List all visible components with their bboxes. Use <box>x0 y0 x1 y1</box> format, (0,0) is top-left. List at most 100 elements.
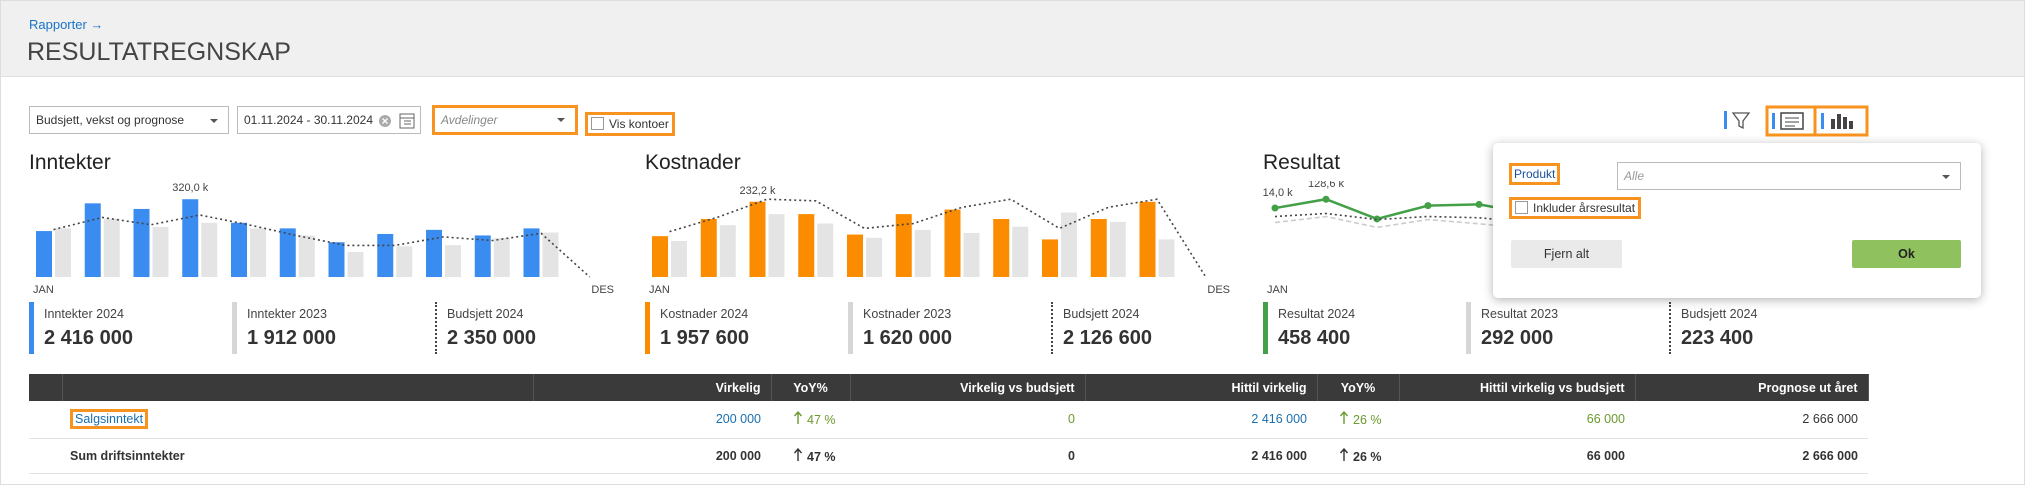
cell-value: 2 416 000 <box>1251 412 1307 427</box>
cell: 200 000 <box>533 438 771 474</box>
bar <box>133 208 150 277</box>
header-cell: Prognose ut året <box>1635 374 1869 401</box>
table-header: Virkelig YoY% Virkelig vs budsjett Hittil v… <box>29 374 1869 401</box>
cell: 0 <box>850 438 1085 474</box>
arrow-shape <box>793 447 803 461</box>
bar <box>36 231 52 277</box>
cell: 2 416 000 <box>1085 438 1317 474</box>
trend-arrow <box>1339 447 1349 461</box>
bar <box>914 230 931 277</box>
bar <box>542 232 559 277</box>
value-label: 128,6 k <box>1308 181 1345 190</box>
bar <box>817 223 834 277</box>
report-select[interactable]: Budsjett, vekst og prognose <box>29 106 229 134</box>
bar <box>426 229 442 277</box>
cell: Salgsinntekt <box>62 401 533 439</box>
x-tick-label: JAN <box>33 284 54 296</box>
x-tick-label: JAN <box>649 284 670 296</box>
kpi-value: 2 416 000 <box>44 327 133 349</box>
date-range-text: 01.11.2024 - 30.11.2024 <box>244 113 373 127</box>
cell: 2 666 000 <box>1635 438 1868 474</box>
cell: 0 <box>850 401 1085 439</box>
kpi-label: Kostnader 2023 <box>863 307 952 321</box>
bar <box>847 234 863 277</box>
line-series <box>53 214 591 278</box>
value-label: 114,0 k <box>1263 187 1293 199</box>
cell: 66 000 <box>1399 401 1635 439</box>
bar <box>700 218 717 277</box>
section-title: Resultat <box>1263 151 1341 174</box>
point <box>1424 202 1432 210</box>
x-tick-label: DES <box>591 284 614 296</box>
bar <box>201 222 218 277</box>
value-label: 320,0 k <box>172 182 209 194</box>
kpi-value: 1 912 000 <box>247 327 336 349</box>
show-accounts-label: Vis kontoer <box>609 117 669 131</box>
kpi-value: 2 350 000 <box>447 327 536 349</box>
kpi-value: 2 126 600 <box>1063 327 1152 349</box>
cell: 2 666 000 <box>1635 401 1868 439</box>
department-placeholder: Avdelinger <box>441 113 498 127</box>
page-title: RESULTATREGNSKAP <box>27 38 291 66</box>
point <box>1373 215 1381 223</box>
kpi-tile: Kostnader 2023 1 620 000 <box>848 302 1053 354</box>
bar <box>963 232 980 277</box>
bar <box>474 235 491 277</box>
bar <box>652 236 668 277</box>
cell: 2 416 000 <box>1085 401 1317 439</box>
bar <box>1139 201 1156 277</box>
date-range[interactable]: 01.11.2024 - 30.11.2024 <box>237 106 421 134</box>
bar <box>749 201 766 277</box>
bar <box>445 245 461 277</box>
include-annual[interactable]: Inkluder årsresultat <box>1509 197 1642 219</box>
x-tick-label: DES <box>1207 284 1230 296</box>
bar <box>866 237 882 277</box>
header-cell: Virkelig vs budsjett <box>850 374 1086 401</box>
bar <box>719 225 736 277</box>
bar <box>84 203 101 277</box>
row-label: Sum driftsinntekter <box>70 448 185 463</box>
bar <box>377 233 394 277</box>
header-cell: YoY% <box>771 374 851 401</box>
bar <box>182 199 199 277</box>
bar <box>298 235 315 277</box>
product-select[interactable]: Alle <box>1617 162 1961 190</box>
view-toggles[interactable] <box>1721 105 1871 137</box>
table-body: Salgsinntekt 200 000 47 % 0 2 416 000 26 % 66 … <box>29 401 1868 474</box>
point <box>1271 204 1279 212</box>
show-accounts[interactable]: Vis kontoer <box>585 112 675 136</box>
cell: Sum driftsinntekter <box>62 438 533 474</box>
kpi-tile: Resultat 2024 458 400 <box>1263 302 1468 354</box>
row-link[interactable]: Salgsinntekt <box>70 409 149 430</box>
point <box>1475 200 1483 208</box>
report-select-text: Budsjett, vekst og prognose <box>36 113 185 127</box>
trend-arrow <box>1339 411 1349 425</box>
breadcrumb[interactable]: Rapporter → <box>29 17 104 32</box>
kpi-value: 1 957 600 <box>660 327 749 349</box>
department-select[interactable]: Avdelinger <box>432 105 578 135</box>
kpi-label: Inntekter 2023 <box>247 307 327 321</box>
kpi-label: Budsjett 2024 <box>1063 307 1140 321</box>
cell-value: 66 000 <box>1586 448 1625 463</box>
kpi-label: Budsjett 2024 <box>447 307 524 321</box>
kpi-label: Kostnader 2024 <box>660 307 749 321</box>
bar <box>279 228 296 277</box>
ok-button[interactable]: Ok <box>1852 240 1961 268</box>
bar <box>493 238 510 277</box>
cell: 200 000 <box>533 401 771 439</box>
bar <box>671 241 687 277</box>
cell-value: 0 <box>1068 448 1075 463</box>
bar <box>55 228 71 277</box>
value-label: 232,2 k <box>739 185 776 197</box>
cell-value: 2 666 000 <box>1802 448 1858 463</box>
header-cell: Hittil virkelig vs budsjett <box>1399 374 1636 401</box>
clear-button[interactable]: Fjern alt <box>1511 240 1622 268</box>
kpi-value: 458 400 <box>1278 327 1351 349</box>
cell-value: 26 % <box>1353 449 1382 464</box>
report-table: Virkelig YoY% Virkelig vs budsjett Hittil v… <box>29 374 1869 474</box>
cell-value: 66 000 <box>1586 412 1625 427</box>
cell: 47 % <box>771 438 850 474</box>
kpi-value: 1 620 000 <box>863 327 952 349</box>
bar <box>993 218 1010 277</box>
